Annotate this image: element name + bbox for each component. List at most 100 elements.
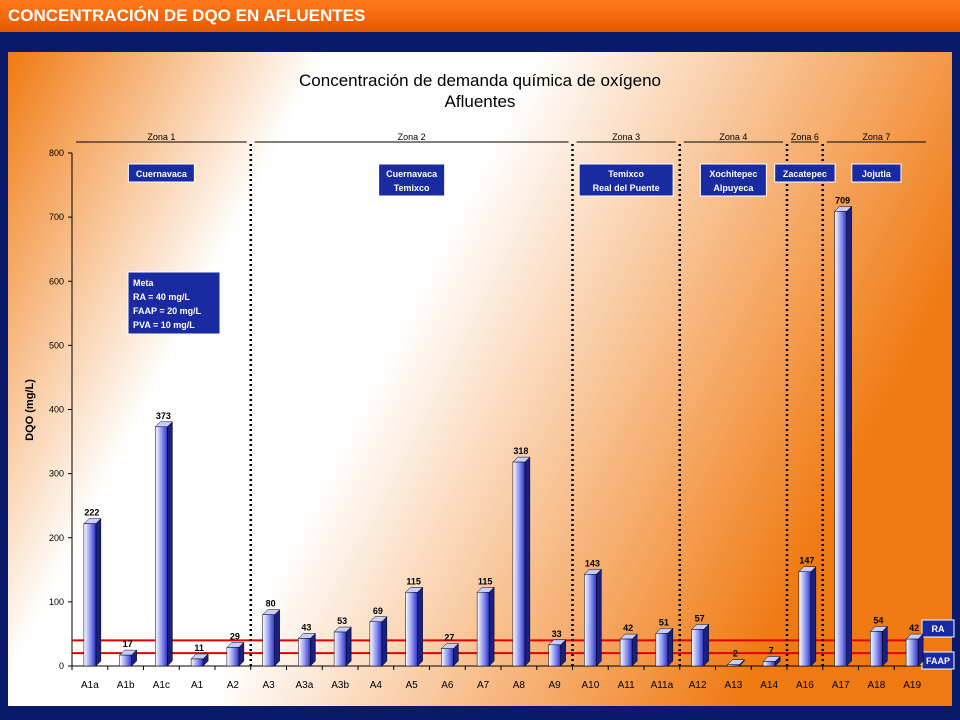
- zone-location-box: [127, 163, 195, 183]
- plot-area: 0 100 200 300 400 500 600 700 800 RA FAAP 222 A1a 17 A…: [49, 132, 955, 691]
- x-tick-label: A7: [477, 680, 490, 691]
- x-tick-label: A4: [370, 680, 383, 691]
- zone-label: Zona 1: [147, 132, 175, 142]
- bar-data-label: 42: [623, 623, 633, 633]
- bar-side: [846, 205, 852, 667]
- x-tick-label: A18: [867, 680, 885, 691]
- bar: [83, 523, 97, 667]
- bar-data-label: 43: [301, 622, 311, 632]
- bar: [369, 621, 383, 667]
- bar-data-label: 222: [84, 508, 99, 518]
- x-tick-label: A8: [513, 680, 526, 691]
- bar: [619, 638, 633, 667]
- x-tick-label: A1: [191, 680, 204, 691]
- threshold-label: RA: [932, 624, 945, 634]
- zone-location-box: [378, 163, 446, 197]
- bar-data-label: 33: [552, 629, 562, 639]
- threshold-badge: [921, 619, 955, 638]
- bar: [870, 631, 883, 667]
- bar-side: [95, 518, 102, 667]
- x-tick-label: A10: [581, 680, 599, 691]
- bar: [834, 211, 847, 667]
- bar-data-label: 54: [873, 615, 883, 625]
- zone-location-box: [774, 163, 836, 183]
- x-tick-label: A16: [796, 680, 814, 691]
- x-tick-label: A17: [832, 680, 850, 691]
- bar: [584, 574, 597, 667]
- bar-side: [810, 566, 817, 667]
- x-tick-label: A13: [724, 680, 742, 691]
- x-tick-label: A1c: [153, 680, 170, 691]
- zone-location-box: [851, 163, 902, 183]
- bar: [512, 461, 526, 667]
- y-tick-label: 0: [59, 661, 64, 671]
- zone-label: Zona 4: [719, 132, 747, 142]
- bar: [691, 629, 704, 667]
- bar: [476, 592, 490, 667]
- x-tick-label: A9: [549, 680, 562, 691]
- y-tick-label: 300: [49, 469, 64, 479]
- x-tick-label: A11: [618, 680, 635, 691]
- bar-side: [167, 421, 173, 667]
- bar-data-label: 69: [373, 606, 383, 616]
- zone-location-label: Zacatepec: [783, 169, 827, 179]
- y-tick-label: 100: [49, 597, 64, 607]
- bar-data-label: 51: [659, 617, 669, 627]
- x-tick-label: A1a: [81, 680, 99, 691]
- x-tick-label: A12: [689, 680, 707, 691]
- meta-box-line: FAAP = 20 mg/L: [133, 306, 202, 316]
- x-tick-label: A3b: [331, 680, 349, 691]
- bar-data-label: 27: [444, 633, 454, 643]
- zone-location-box: [699, 163, 767, 197]
- zone-label: Zona 2: [398, 132, 426, 142]
- bar-data-label: 42: [909, 623, 919, 633]
- zone-label: Zona 6: [791, 132, 819, 142]
- bar-data-label: 29: [230, 631, 240, 641]
- bar-data-label: 2: [733, 649, 738, 659]
- x-tick-label: A1b: [117, 680, 135, 691]
- bar-side: [703, 623, 709, 667]
- bar-data-label: 7: [769, 646, 774, 656]
- bar: [441, 648, 454, 667]
- zone-label: Zona 7: [862, 132, 890, 142]
- bar-data-label: 147: [799, 556, 814, 566]
- y-tick-label: 800: [49, 148, 64, 158]
- x-tick-label: A6: [441, 680, 454, 691]
- y-axis-label: DQO (mg/L): [24, 379, 36, 441]
- bar: [405, 592, 418, 667]
- bar: [905, 638, 919, 667]
- y-tick-label: 500: [49, 340, 64, 350]
- zone-label: Zona 3: [612, 132, 640, 142]
- bar: [262, 614, 275, 667]
- bar-side: [631, 633, 638, 667]
- x-tick-label: A3a: [295, 680, 313, 691]
- x-tick-label: A11a: [651, 680, 674, 691]
- bar-data-label: 709: [835, 195, 850, 205]
- x-tick-label: A3: [263, 680, 276, 691]
- x-tick-label: A2: [227, 680, 240, 691]
- bar-data-label: 143: [585, 558, 600, 568]
- x-tick-label: A5: [406, 680, 419, 691]
- bar-data-label: 373: [156, 411, 171, 421]
- chart-title: Concentración de demanda química de oxíg…: [299, 71, 661, 90]
- bar-side: [596, 568, 602, 667]
- bar: [727, 664, 740, 667]
- y-tick-label: 200: [49, 533, 64, 543]
- bar-side: [524, 456, 531, 667]
- bar-data-label: 11: [194, 643, 204, 653]
- y-tick-label: 400: [49, 405, 64, 415]
- meta-box: [127, 271, 221, 335]
- bar-side: [488, 586, 495, 667]
- bar-side: [882, 625, 888, 667]
- meta-box-line: PVA = 10 mg/L: [133, 320, 195, 330]
- bar-data-label: 17: [123, 639, 133, 649]
- bar: [155, 426, 168, 667]
- bar: [226, 647, 240, 667]
- zone-location-label: Cuernavaca: [136, 169, 188, 179]
- bar: [298, 638, 311, 667]
- bar-data-label: 80: [266, 599, 276, 609]
- bar-side: [345, 626, 352, 667]
- bar: [798, 571, 812, 667]
- meta-box-line: Meta: [133, 278, 154, 288]
